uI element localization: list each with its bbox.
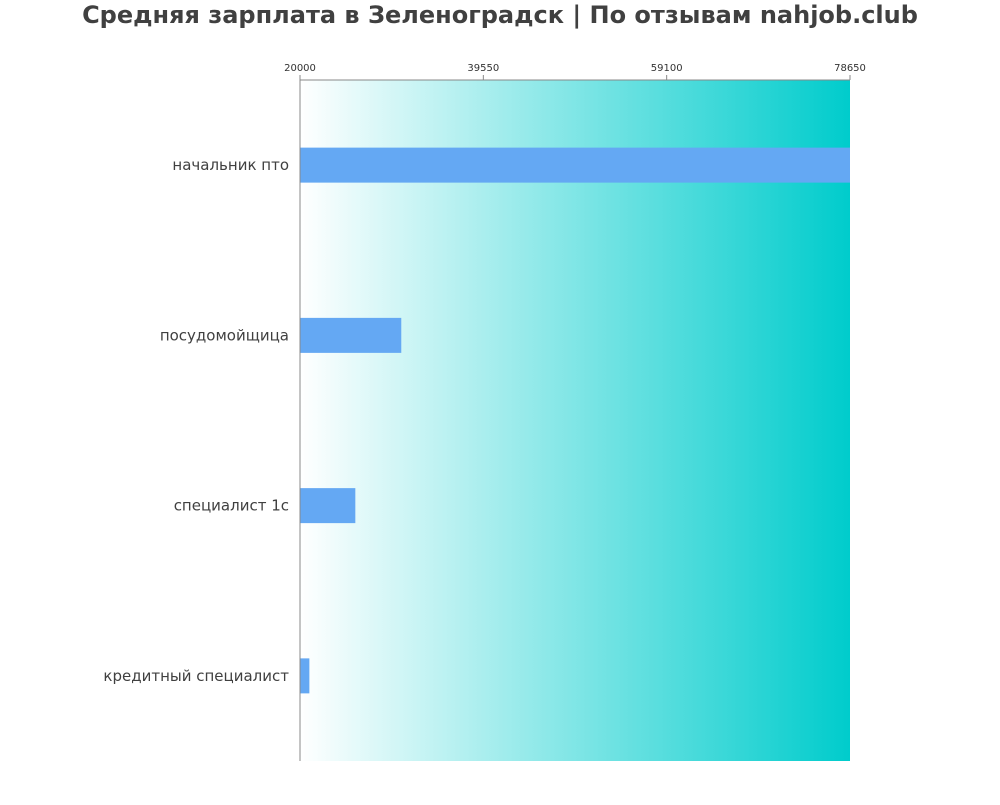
x-tick-label: 78650 <box>834 63 866 74</box>
category-label: начальник пто <box>172 156 289 174</box>
x-tick-label: 20000 <box>284 63 316 74</box>
bar <box>300 658 310 694</box>
bar <box>300 147 850 183</box>
plot-background <box>300 80 850 761</box>
bars <box>300 147 850 694</box>
category-labels: начальник пто посудомойщица специалист 1с к… <box>103 156 289 685</box>
x-tick-label: 59100 <box>651 63 683 74</box>
category-label: специалист 1с <box>174 497 289 515</box>
x-tick-label: 39550 <box>467 63 499 74</box>
x-axis: 20000 39550 59100 78650 <box>284 63 866 80</box>
bar <box>300 488 356 524</box>
chart-title: Средняя зарплата в Зеленоградск | По отз… <box>82 1 918 29</box>
category-label: кредитный специалист <box>103 667 289 685</box>
category-label: посудомойщица <box>160 326 289 344</box>
bar <box>300 317 402 353</box>
